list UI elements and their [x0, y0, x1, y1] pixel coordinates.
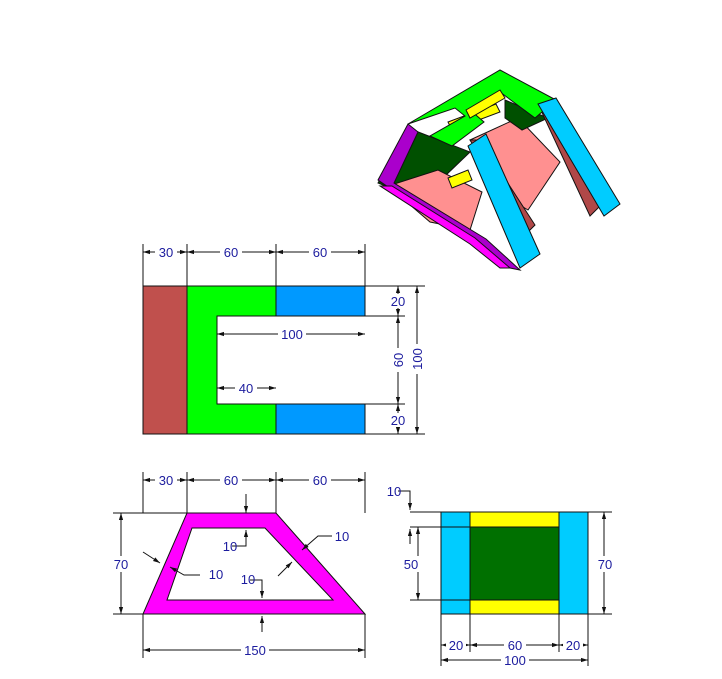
front-dim-10-bottom: 10 [241, 572, 255, 587]
top-blue-arm-lower [275, 403, 366, 435]
top-dim-20-bottom: 20 [391, 413, 405, 428]
top-dim-20-top: 20 [391, 294, 405, 309]
iso-inner-yellow-strip-b [447, 169, 473, 189]
iso-green-side-strip [465, 89, 506, 119]
iso-cyan-front-leg [467, 133, 541, 269]
top-blue-arm-upper [275, 285, 366, 317]
iso-green-top-face [407, 69, 557, 147]
side-dim-20-left: 20 [449, 638, 463, 653]
side-dim-60: 60 [508, 638, 522, 653]
side-dim-10: 10 [387, 484, 401, 499]
top-view: 30 60 60 100 40 20 20 60 100 [142, 244, 425, 435]
side-cyan-left [440, 511, 471, 615]
top-brown-block [142, 285, 188, 435]
top-dim-40: 40 [239, 381, 253, 396]
front-dim-150: 150 [244, 643, 266, 658]
front-dim-60-a: 60 [224, 473, 238, 488]
side-view: 10 50 70 20 60 20 100 [387, 484, 616, 668]
top-dim-60-a: 60 [224, 245, 238, 260]
top-green-c-shape [186, 285, 277, 435]
iso-cyan-back-leg [537, 97, 621, 217]
top-dim-100-vertical: 100 [410, 348, 425, 370]
top-dim-60-vertical: 60 [391, 353, 406, 367]
front-dim-60-b: 60 [313, 473, 327, 488]
side-dim-50: 50 [404, 557, 418, 572]
side-cyan-right [558, 511, 589, 615]
iso-magenta-front-face [378, 185, 512, 269]
side-dim-100: 100 [504, 653, 526, 668]
front-dim-10-right: 10 [335, 529, 349, 544]
isometric-view [377, 69, 621, 271]
front-dim-10-left: 10 [209, 567, 223, 582]
front-dim-70: 70 [114, 557, 128, 572]
top-dim-60-b: 60 [313, 245, 327, 260]
side-dim-70: 70 [598, 557, 612, 572]
side-dim-20-right: 20 [566, 638, 580, 653]
front-dim-30: 30 [159, 473, 173, 488]
front-view: 30 60 60 70 10 10 10 10 150 [110, 472, 367, 658]
side-yellow-bottom [469, 599, 560, 615]
front-magenta-trapezoid [142, 512, 367, 615]
side-dark-green-center [469, 526, 560, 601]
top-dim-30: 30 [159, 245, 173, 260]
top-dim-100-inner: 100 [281, 327, 303, 342]
front-dim-10-top: 10 [223, 539, 237, 554]
side-yellow-top [469, 511, 560, 528]
